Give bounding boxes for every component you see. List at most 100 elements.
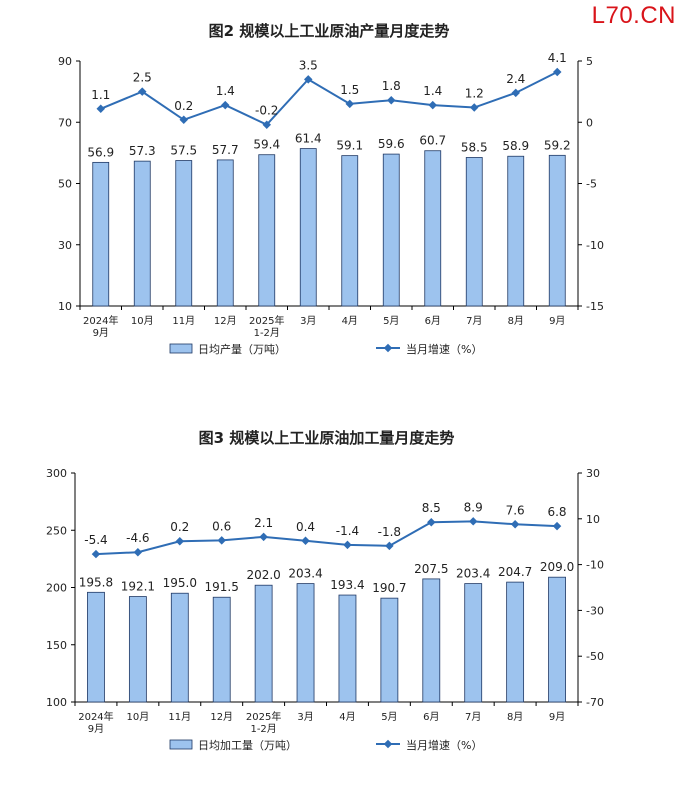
line-value-label: -0.2 [255, 104, 278, 118]
bar [299, 148, 317, 307]
bar [341, 155, 359, 307]
right-tick-label: -50 [586, 650, 604, 663]
right-tick-label: -10 [586, 239, 604, 252]
x-tick-label: 12月 [210, 711, 233, 723]
left-tick-label: 10 [58, 300, 72, 313]
line-value-label: 1.8 [382, 79, 401, 93]
bar [87, 591, 105, 703]
x-tick-label: 3月 [300, 315, 316, 327]
line-point [427, 517, 436, 527]
line-value-label: 8.9 [464, 500, 483, 514]
line-value-label: -1.4 [336, 524, 359, 538]
x-tick-label: 2024年 9月 [78, 710, 113, 735]
line-point [133, 547, 143, 557]
line-point [470, 103, 479, 112]
right-tick-label: 5 [586, 55, 593, 68]
legend-bar-swatch [169, 739, 193, 750]
x-tick-label: 2025年 1-2月 [249, 314, 284, 339]
bar-value-label: 192.1 [121, 580, 155, 594]
bar-value-label: 190.7 [372, 581, 406, 595]
left-tick-label: 100 [46, 696, 67, 709]
bar-value-label: 195.8 [79, 575, 113, 589]
bar [133, 160, 151, 307]
bar [464, 583, 483, 703]
bar-value-label: 57.3 [129, 144, 156, 158]
line-point [428, 100, 437, 110]
bar-value-label: 58.9 [502, 139, 529, 153]
legend-line-marker [383, 739, 393, 749]
chart-title: 图2 规模以上工业原油产量月度走势 [209, 22, 450, 40]
bar-value-label: 59.2 [544, 138, 571, 152]
bar-value-label: 193.4 [330, 578, 364, 592]
x-tick-label: 10月 [131, 315, 154, 327]
x-tick-label: 10月 [127, 711, 150, 723]
line-value-label: 1.1 [91, 88, 110, 102]
line-point [301, 536, 310, 546]
bar-value-label: 191.5 [205, 580, 239, 594]
line-point [304, 75, 313, 84]
bar-value-label: 57.5 [170, 144, 197, 158]
bar [465, 157, 483, 307]
x-tick-label: 8月 [507, 711, 523, 723]
bar [216, 159, 234, 307]
chart-title: 图3 规模以上工业原油加工量月度走势 [199, 429, 455, 447]
bar-value-label: 203.4 [456, 567, 490, 581]
left-tick-label: 90 [58, 55, 72, 68]
bar [212, 596, 231, 703]
line-point [468, 517, 478, 526]
line-value-label: 1.2 [465, 87, 484, 101]
bar [170, 592, 189, 703]
line-value-label: 0.4 [296, 520, 315, 534]
bar-value-label: 59.6 [378, 137, 405, 151]
line-point [510, 520, 520, 529]
bar [338, 594, 357, 703]
line-point [217, 536, 226, 545]
x-tick-label: 4月 [342, 315, 358, 327]
line-point [175, 536, 185, 546]
right-tick-label: -30 [586, 604, 604, 617]
bar [254, 584, 273, 703]
x-tick-label: 12月 [214, 315, 237, 327]
line-point [262, 120, 271, 129]
line-value-label: 1.4 [216, 84, 235, 98]
x-tick-label: 6月 [425, 315, 441, 327]
site-logo: L70.CN [591, 2, 676, 29]
line-value-label: 4.1 [548, 51, 567, 65]
bar-value-label: 61.4 [295, 132, 322, 146]
line-point [552, 521, 562, 531]
x-tick-label: 9月 [549, 711, 565, 723]
bar-value-label: 59.1 [336, 139, 363, 153]
line-point [511, 88, 520, 98]
legend-bar-swatch [169, 343, 193, 354]
legend-line-marker [383, 343, 393, 353]
bar-value-label: 204.7 [498, 565, 532, 579]
right-tick-label: 30 [586, 467, 600, 480]
left-tick-label: 30 [58, 239, 72, 252]
bar-value-label: 195.0 [163, 576, 197, 590]
left-tick-label: 50 [58, 178, 72, 191]
bar [506, 581, 525, 703]
line-value-label: 0.2 [174, 99, 193, 113]
growth-rate-line [100, 71, 558, 126]
bar-value-label: 56.9 [87, 145, 114, 159]
right-tick-label: 0 [586, 116, 593, 129]
x-tick-label: 9月 [549, 315, 565, 327]
bar-value-label: 57.7 [212, 143, 239, 157]
legend-line-label: 当月增速（%） [406, 738, 482, 752]
line-value-label: 0.6 [212, 519, 231, 533]
line-value-label: -1.8 [378, 525, 401, 539]
legend-line-label: 当月增速（%） [406, 342, 482, 356]
line-point [387, 95, 396, 105]
x-tick-label: 2025年 1-2月 [246, 710, 281, 735]
bar-value-label: 202.0 [246, 568, 280, 582]
bar [382, 153, 400, 307]
line-point [385, 541, 394, 551]
line-point [221, 100, 230, 110]
line-point [179, 115, 188, 125]
bar-value-label: 207.5 [414, 562, 448, 576]
bar-value-label: 60.7 [419, 134, 446, 148]
line-value-label: 3.5 [299, 58, 318, 72]
legend-bar-label: 日均加工量（万吨） [198, 739, 297, 752]
left-tick-label: 70 [58, 116, 72, 129]
legend-bar-label: 日均产量（万吨） [198, 342, 286, 356]
